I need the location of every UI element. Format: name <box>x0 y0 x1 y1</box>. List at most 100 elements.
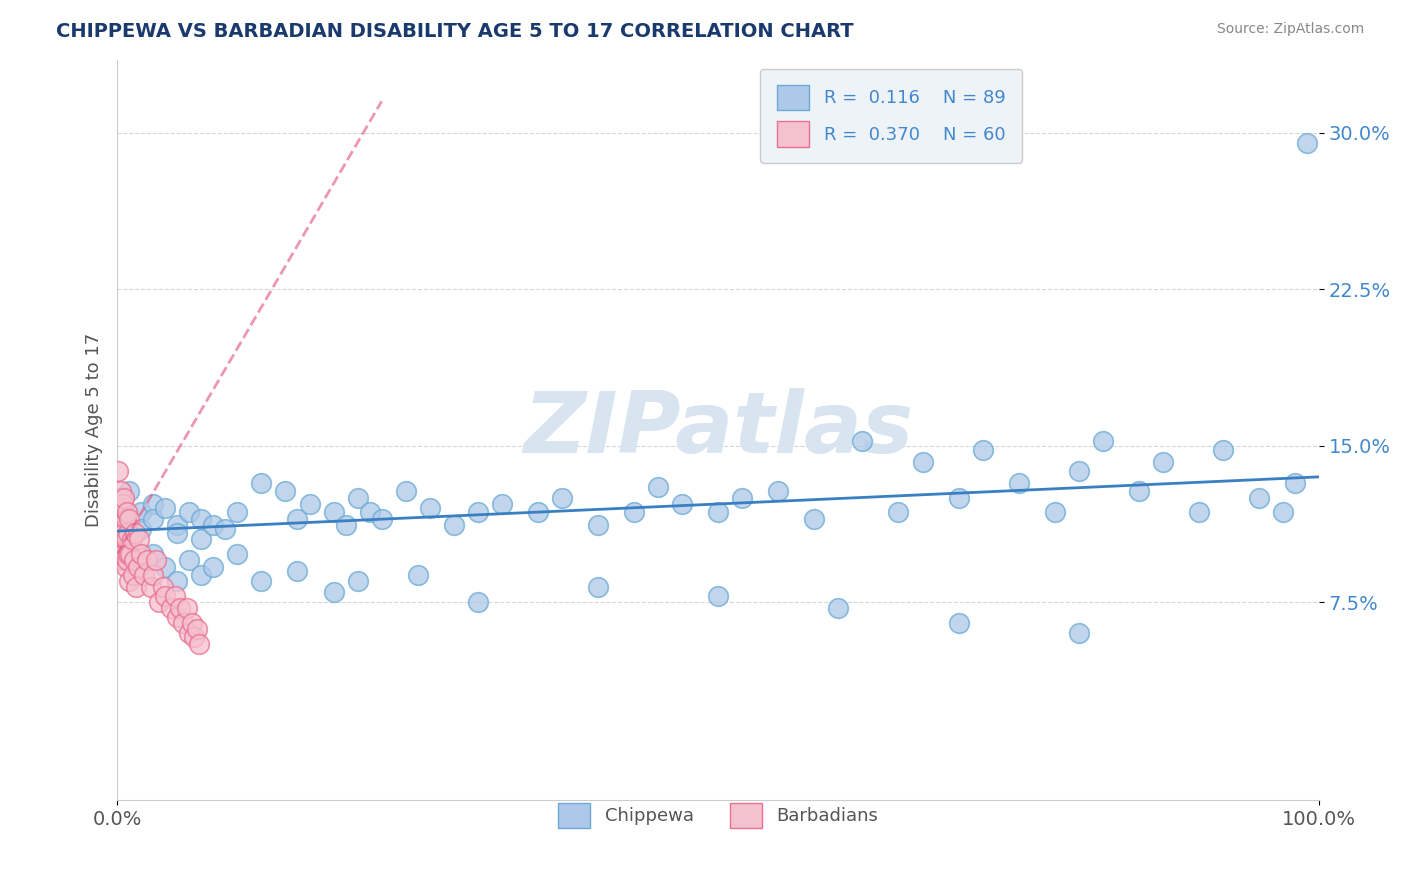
Point <box>1043 505 1066 519</box>
Point <box>1188 505 1211 519</box>
Point <box>214 522 236 536</box>
Point <box>1008 476 1031 491</box>
Point <box>1091 434 1114 449</box>
Point <box>110 484 132 499</box>
Point <box>226 505 249 519</box>
Point <box>226 547 249 561</box>
Point <box>187 637 209 651</box>
Point <box>142 511 165 525</box>
Point <box>671 497 693 511</box>
Point <box>190 511 212 525</box>
Point <box>491 497 513 511</box>
Point <box>827 601 849 615</box>
Point <box>108 511 131 525</box>
Point <box>112 547 135 561</box>
Point <box>202 559 225 574</box>
Point <box>114 511 136 525</box>
Point <box>731 491 754 505</box>
Point <box>142 568 165 582</box>
Point <box>179 626 201 640</box>
Point <box>114 533 136 547</box>
Point <box>108 491 131 505</box>
Point <box>298 497 321 511</box>
Point <box>335 517 357 532</box>
Point <box>186 622 208 636</box>
Point <box>190 568 212 582</box>
Point <box>108 553 131 567</box>
Point <box>129 547 152 561</box>
Point <box>551 491 574 505</box>
Point <box>110 517 132 532</box>
Text: ZIPatlas: ZIPatlas <box>523 388 914 471</box>
Point <box>166 574 188 589</box>
Point <box>527 505 550 519</box>
Point <box>406 568 429 582</box>
Text: Source: ZipAtlas.com: Source: ZipAtlas.com <box>1216 22 1364 37</box>
Point <box>155 559 177 574</box>
Point <box>1296 136 1319 150</box>
Point <box>111 511 134 525</box>
Point <box>169 601 191 615</box>
Point <box>163 589 186 603</box>
Point <box>467 505 489 519</box>
Point <box>118 511 141 525</box>
Point <box>142 547 165 561</box>
Point <box>132 568 155 582</box>
Point <box>202 517 225 532</box>
Point <box>586 581 609 595</box>
Point <box>250 574 273 589</box>
Point <box>152 581 174 595</box>
Point <box>128 533 150 547</box>
Point <box>108 533 131 547</box>
Point <box>148 595 170 609</box>
Point <box>129 522 152 536</box>
Point <box>118 574 141 589</box>
Point <box>176 601 198 615</box>
Point <box>346 574 368 589</box>
Point <box>1247 491 1270 505</box>
Point <box>1067 464 1090 478</box>
Point <box>111 553 134 567</box>
Point <box>172 615 194 630</box>
Point <box>948 615 970 630</box>
Point <box>803 511 825 525</box>
Point <box>179 505 201 519</box>
Point <box>948 491 970 505</box>
Point <box>322 584 344 599</box>
Point <box>1067 626 1090 640</box>
Point <box>111 501 134 516</box>
Point <box>707 505 730 519</box>
Point <box>1152 455 1174 469</box>
Point <box>1128 484 1150 499</box>
Point <box>179 553 201 567</box>
Point <box>190 533 212 547</box>
Point <box>115 553 138 567</box>
Point <box>117 526 139 541</box>
Point <box>395 484 418 499</box>
Point <box>112 526 135 541</box>
Point <box>346 491 368 505</box>
Point <box>121 533 143 547</box>
Point <box>112 526 135 541</box>
Point <box>145 553 167 567</box>
Point <box>768 484 790 499</box>
Point <box>851 434 873 449</box>
Point <box>467 595 489 609</box>
Point <box>112 517 135 532</box>
Point <box>274 484 297 499</box>
Point <box>117 547 139 561</box>
Point <box>127 559 149 574</box>
Point <box>121 568 143 582</box>
Point <box>180 615 202 630</box>
Point <box>122 553 145 567</box>
Point <box>887 505 910 519</box>
Point <box>110 547 132 561</box>
Point <box>370 511 392 525</box>
Point <box>142 497 165 511</box>
Point <box>110 526 132 541</box>
Point <box>972 442 994 457</box>
Point <box>1284 476 1306 491</box>
Point <box>250 476 273 491</box>
Point <box>623 505 645 519</box>
Point <box>287 511 309 525</box>
